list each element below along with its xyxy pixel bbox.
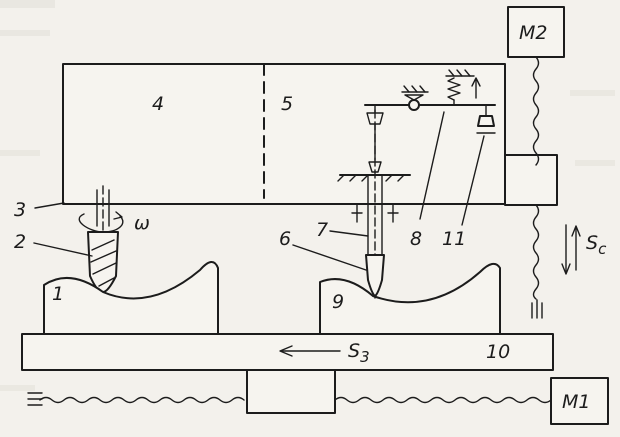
template (319, 262, 501, 335)
vertical-lead-screw-upper (532, 56, 540, 166)
label-sc: Sc (586, 232, 607, 258)
label-m1: M1 (562, 391, 590, 413)
horizontal-lead-screw-left (39, 396, 245, 404)
machine-table (21, 333, 554, 371)
label-8: 8 (410, 228, 422, 250)
label-m2: M2 (519, 22, 547, 44)
label-3: 3 (14, 199, 26, 221)
label-10: 10 (486, 341, 510, 363)
label-7: 7 (316, 219, 328, 241)
label-omega: ω (134, 212, 150, 234)
label-2: 2 (14, 231, 26, 253)
label-6: 6 (279, 228, 291, 250)
label-5: 5 (281, 93, 293, 115)
horizontal-lead-screw-right (334, 396, 552, 404)
lever-mechanism (364, 69, 496, 161)
carriage-block (62, 63, 558, 206)
screw-foot (531, 299, 543, 319)
table-nut-block (246, 369, 336, 414)
workpiece (43, 261, 219, 335)
vertical-lead-screw-lower (532, 204, 540, 300)
vertical-feed-arrows (561, 224, 581, 275)
label-1: 1 (52, 283, 64, 305)
background-ghost-text (0, 0, 615, 391)
table-feed-arrow (279, 345, 341, 357)
leader-lines (33, 111, 485, 271)
motor-m2: M2 (507, 6, 565, 58)
label-11: 11 (442, 228, 466, 250)
label-9: 9 (332, 291, 344, 313)
motor-m1: M1 (550, 377, 609, 425)
milling-cutter (87, 231, 119, 293)
label-s3: S3 (348, 340, 370, 366)
screw-end-left (27, 392, 43, 406)
label-4: 4 (152, 93, 164, 115)
